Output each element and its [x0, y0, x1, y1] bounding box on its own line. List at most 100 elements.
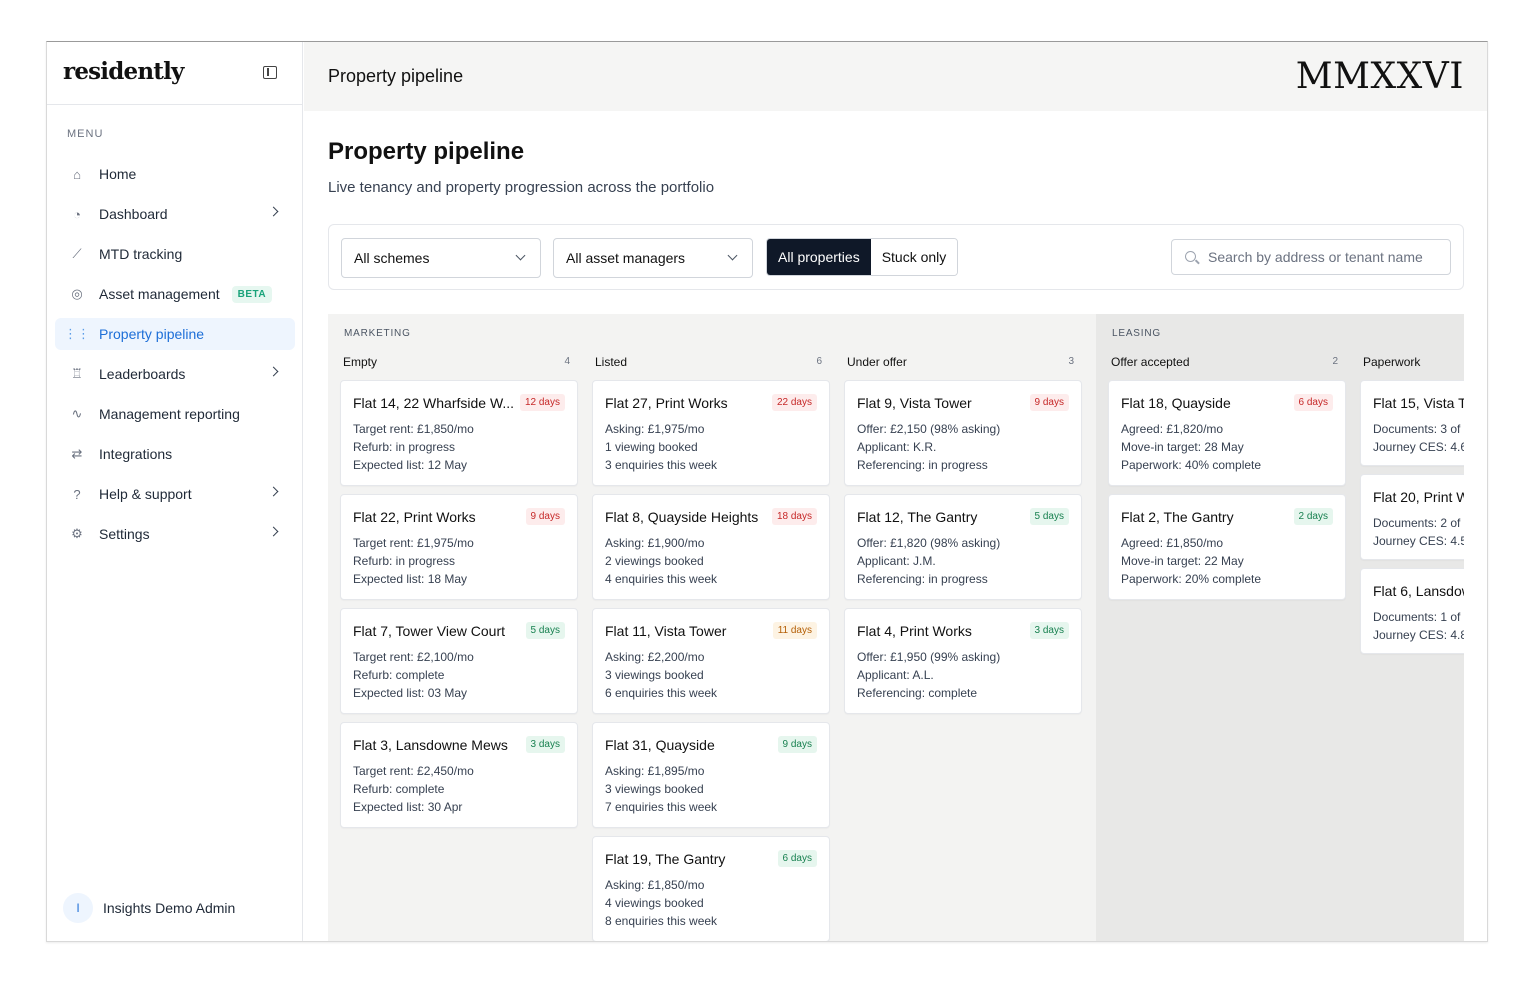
card-detail-line: Journey CES: 4.6: [1373, 440, 1464, 454]
user-name: Insights Demo Admin: [103, 900, 236, 916]
sidebar-item-dashboard[interactable]: ◔ Dashboard: [55, 198, 295, 230]
home-icon: ⌂: [73, 166, 81, 182]
property-title: Flat 22, Print Works: [353, 509, 476, 525]
property-card[interactable]: Flat 12, The Gantry 5 days Offer: £1,820 (…: [844, 494, 1082, 600]
card-details: Documents: 2 of Journey CES: 4.5: [1373, 514, 1464, 550]
sidebar-toggle-icon[interactable]: [263, 66, 277, 79]
pipeline-icon: ⋮⋮: [64, 326, 90, 341]
days-badge: 9 days: [525, 508, 565, 525]
property-title: Flat 3, Lansdowne Mews: [353, 737, 508, 753]
property-card[interactable]: Flat 20, Print Works Documents: 2 of Journ…: [1360, 474, 1464, 560]
card-detail-line: Target rent: £1,975/mo: [353, 536, 474, 550]
property-card[interactable]: Flat 14, 22 Wharfside W... 12 days Target …: [340, 380, 578, 486]
chevron-down-icon: [515, 250, 526, 261]
property-card[interactable]: Flat 8, Quayside Heights 18 days Asking: £…: [592, 494, 830, 600]
chevron-right-icon: [268, 206, 279, 217]
property-card[interactable]: Flat 6, Lansdowne Mews Documents: 1 of Jou…: [1360, 568, 1464, 654]
card-detail-line: Expected list: 18 May: [353, 572, 468, 586]
column-header: Empty 4: [340, 354, 578, 380]
days-badge: 6 days: [777, 850, 817, 867]
sidebar-item-label: Home: [99, 166, 137, 182]
days-badge: 5 days: [525, 622, 565, 639]
days-badge: 2 days: [1293, 508, 1333, 525]
property-card[interactable]: Flat 15, Vista Tower Documents: 3 of Journ…: [1360, 380, 1464, 466]
property-card[interactable]: Flat 7, Tower View Court 5 days Target ren…: [340, 608, 578, 714]
property-card[interactable]: Flat 4, Print Works 3 days Offer: £1,950 (…: [844, 608, 1082, 714]
sidebar-item-gear[interactable]: ⚙ Settings: [55, 518, 295, 550]
property-title: Flat 2, The Gantry: [1121, 509, 1234, 525]
property-title: Flat 14, 22 Wharfside W...: [353, 395, 515, 411]
sidebar-item-report[interactable]: ∿ Management reporting: [55, 398, 295, 430]
sidebar-item-chart[interactable]: ⟋ MTD tracking: [55, 238, 295, 270]
card-detail-line: Documents: 2 of: [1373, 516, 1461, 530]
user-profile[interactable]: I Insights Demo Admin: [63, 893, 235, 923]
search-input[interactable]: Search by address or tenant name: [1171, 239, 1451, 275]
card-detail-line: Move-in target: 28 May: [1121, 440, 1244, 454]
sidebar-item-home[interactable]: ⌂ Home: [55, 158, 295, 190]
card-detail-line: Applicant: K.R.: [857, 440, 937, 454]
sidebar-item-target[interactable]: ◎ Asset management BETA: [55, 278, 295, 310]
help-icon: ?: [73, 486, 81, 502]
target-icon: ◎: [71, 286, 83, 301]
card-detail-line: Referencing: in progress: [857, 458, 988, 472]
property-card[interactable]: Flat 2, The Gantry 2 days Agreed: £1,850/m…: [1108, 494, 1346, 600]
card-detail-line: Target rent: £2,450/mo: [353, 764, 474, 778]
dashboard-icon: ◔: [73, 206, 81, 222]
scheme-select[interactable]: All schemes: [341, 238, 541, 278]
chevron-down-icon: [727, 250, 738, 261]
sidebar-item-pipeline[interactable]: ⋮⋮ Property pipeline: [55, 318, 295, 350]
asset-manager-select-value: All asset managers: [566, 250, 686, 266]
sidebar-item-help[interactable]: ? Help & support: [55, 478, 295, 510]
chevron-right-icon: [268, 366, 279, 377]
sidebar-item-label: MTD tracking: [99, 246, 183, 262]
card-detail-line: Expected list: 30 Apr: [353, 800, 463, 814]
card-detail-line: Offer: £2,150 (98% asking): [857, 422, 1001, 436]
asset-manager-select[interactable]: All asset managers: [553, 238, 753, 278]
pipeline-board: MARKETING Empty 4 Flat 14, 22 Wharfside W..…: [328, 314, 1464, 941]
column-count: 3: [1068, 356, 1074, 367]
property-card[interactable]: Flat 18, Quayside 6 days Agreed: £1,820/mo…: [1108, 380, 1346, 486]
property-card[interactable]: Flat 19, The Gantry 6 days Asking: £1,850/…: [592, 836, 830, 941]
stage-group-leasing: LEASING Offer accepted 2 Flat 18, Quayside 6…: [1096, 314, 1464, 941]
card-detail-line: 3 viewings booked: [605, 782, 704, 796]
trophy-icon: ♖: [71, 366, 83, 381]
days-badge: 18 days: [771, 508, 817, 525]
card-details: Offer: £1,950 (99% asking) Applicant: A.L…: [857, 648, 1069, 702]
property-card[interactable]: Flat 22, Print Works 9 days Target rent: £…: [340, 494, 578, 600]
property-title: Flat 4, Print Works: [857, 623, 972, 639]
days-badge: 11 days: [772, 622, 817, 639]
sidebar-item-trophy[interactable]: ♖ Leaderboards: [55, 358, 295, 390]
card-detail-line: Refurb: in progress: [353, 440, 456, 454]
card-detail-line: Refurb: complete: [353, 782, 445, 796]
property-card[interactable]: Flat 9, Vista Tower 9 days Offer: £2,150 (…: [844, 380, 1082, 486]
property-card[interactable]: Flat 11, Vista Tower 11 days Asking: £2,20…: [592, 608, 830, 714]
sidebar-nav: ⌂ Home ◔ Dashboard ⟋ MTD tracking ◎ Asset manag…: [55, 158, 295, 558]
sidebar-item-label: Dashboard: [99, 206, 168, 222]
chevron-right-icon: [268, 526, 279, 537]
card-detail-line: 6 enquiries this week: [605, 686, 718, 700]
scrollbar[interactable]: [1487, 512, 1488, 582]
days-badge: 12 days: [519, 394, 565, 411]
property-card[interactable]: Flat 3, Lansdowne Mews 3 days Target rent:…: [340, 722, 578, 828]
logo: residently: [63, 58, 184, 85]
card-detail-line: Applicant: J.M.: [857, 554, 936, 568]
sidebar-item-label: Property pipeline: [99, 326, 205, 342]
column-title: Empty: [343, 355, 378, 369]
property-card[interactable]: Flat 31, Quayside 9 days Asking: £1,895/mo…: [592, 722, 830, 828]
card-details: Documents: 1 of Journey CES: 4.8: [1373, 608, 1464, 644]
sidebar-item-label: Management reporting: [99, 406, 240, 422]
app-window: residently MENU ⌂ Home ◔ Dashboard ⟋ MTD trac…: [46, 41, 1488, 942]
days-badge: 3 days: [1029, 622, 1069, 639]
property-title: Flat 31, Quayside: [605, 737, 715, 753]
toggle-stuck-only[interactable]: Stuck only: [870, 239, 958, 275]
sidebar-item-link[interactable]: ⇄ Integrations: [55, 438, 295, 470]
property-card[interactable]: Flat 27, Print Works 22 days Asking: £1,97…: [592, 380, 830, 486]
gear-icon: ⚙: [71, 526, 83, 541]
card-detail-line: Documents: 3 of: [1373, 422, 1461, 436]
column-title: Offer accepted: [1111, 355, 1190, 369]
card-detail-line: Applicant: A.L.: [857, 668, 934, 682]
card-details: Offer: £2,150 (98% asking) Applicant: K.R…: [857, 420, 1069, 474]
card-detail-line: 4 enquiries this week: [605, 572, 718, 586]
toggle-all-properties[interactable]: All properties: [767, 239, 871, 275]
scheme-select-value: All schemes: [354, 250, 430, 266]
